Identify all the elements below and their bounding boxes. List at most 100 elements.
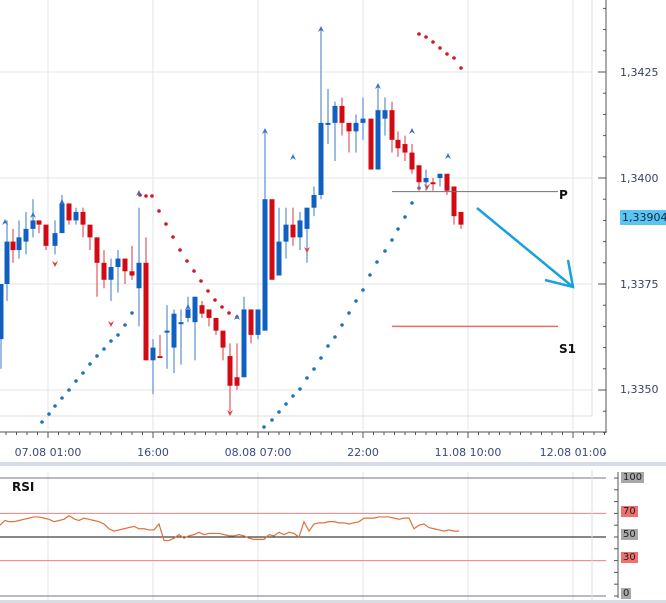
candle-body[interactable] (290, 224, 296, 238)
candle-body[interactable] (16, 237, 22, 251)
candle-body[interactable] (423, 178, 429, 183)
candle-body[interactable] (311, 194, 317, 208)
rsi-tag-50: 50 (621, 529, 638, 540)
rsi-tag-0: 0 (621, 588, 632, 599)
price-chart[interactable] (0, 0, 666, 462)
sar-dot-blue (410, 201, 414, 205)
fractal-up-icon (262, 128, 268, 134)
candle-body[interactable] (101, 262, 107, 280)
rsi-chart[interactable] (0, 466, 666, 603)
candle-body[interactable] (353, 122, 359, 132)
sar-dot-blue (326, 344, 330, 348)
fractal-up-icon (375, 83, 381, 89)
candle-body[interactable] (255, 309, 261, 335)
panel-separator[interactable] (0, 462, 666, 466)
candle-body[interactable] (451, 186, 457, 217)
candle-body[interactable] (150, 347, 156, 361)
candle-body[interactable] (178, 322, 184, 325)
candle-body[interactable] (382, 110, 388, 119)
candle-body[interactable] (220, 330, 226, 348)
fractal-down-icon (304, 247, 310, 253)
candle-body[interactable] (437, 173, 443, 178)
candle-body[interactable] (52, 233, 58, 246)
candle-body[interactable] (10, 241, 16, 251)
candle-body[interactable] (402, 144, 408, 153)
candle-body[interactable] (276, 241, 282, 276)
candle-body[interactable] (444, 173, 450, 191)
sar-dot-red (199, 279, 203, 283)
sar-dot-blue (347, 311, 351, 315)
candle-body[interactable] (157, 356, 163, 359)
candle-body[interactable] (164, 330, 170, 333)
sar-dot-red (452, 56, 456, 60)
sar-dot-blue (284, 402, 288, 406)
candle-body[interactable] (389, 110, 395, 140)
sar-dot-blue (74, 379, 78, 383)
sar-dot-red (144, 194, 148, 198)
candle-body[interactable] (30, 220, 36, 229)
sar-dot-blue (305, 376, 309, 380)
candle-body[interactable] (234, 377, 240, 386)
sar-dot-blue (130, 311, 134, 315)
candle-body[interactable] (143, 262, 149, 361)
sar-dot-red (206, 289, 210, 293)
candle-body[interactable] (304, 207, 310, 229)
candle-body[interactable] (23, 228, 29, 242)
candle-body[interactable] (269, 199, 275, 280)
sar-dot-blue (47, 412, 51, 416)
candle-body[interactable] (66, 203, 72, 221)
candle-body[interactable] (4, 241, 10, 284)
candle-body[interactable] (375, 110, 381, 170)
candle-body[interactable] (171, 313, 177, 348)
candle-body[interactable] (430, 182, 436, 185)
candle-body[interactable] (368, 118, 374, 170)
candle-body[interactable] (129, 271, 135, 276)
support1-level-label: S1 (559, 342, 576, 356)
sar-dot-blue (67, 388, 71, 392)
candle-body[interactable] (80, 211, 86, 225)
sar-dot-red (424, 35, 428, 39)
candle-body[interactable] (87, 224, 93, 238)
candle-body[interactable] (136, 262, 142, 289)
candle-body[interactable] (346, 122, 352, 132)
bottom-border (0, 600, 666, 603)
fractal-down-icon (227, 410, 233, 416)
candle-body[interactable] (94, 237, 100, 263)
sar-dot-blue (95, 354, 99, 358)
candle-body[interactable] (416, 165, 422, 183)
candle-body[interactable] (325, 122, 331, 125)
time-label-3: 08.08 07:00 (224, 446, 292, 459)
candle-body[interactable] (360, 118, 366, 123)
sar-dot-blue (270, 418, 274, 422)
candle-body[interactable] (43, 224, 49, 246)
candle-body[interactable] (36, 220, 42, 225)
candle-body[interactable] (206, 309, 212, 318)
candle-body[interactable] (395, 139, 401, 149)
candle-body[interactable] (339, 105, 345, 123)
time-label-1: 07.08 01:00 (14, 446, 82, 459)
candle-body[interactable] (262, 199, 268, 331)
candle-body[interactable] (115, 258, 121, 268)
candle-body[interactable] (248, 309, 254, 335)
candle-body[interactable] (185, 309, 191, 318)
candle-body[interactable] (241, 309, 247, 378)
candle-body[interactable] (297, 220, 303, 238)
sar-dot-red (164, 222, 168, 226)
candle-body[interactable] (213, 317, 219, 331)
candle-body[interactable] (108, 267, 114, 280)
candle-body[interactable] (318, 122, 324, 195)
candle-body[interactable] (283, 224, 289, 242)
candle-body[interactable] (0, 284, 4, 340)
candle-body[interactable] (73, 211, 79, 221)
candle-body[interactable] (227, 356, 233, 386)
fractal-up-icon (2, 219, 8, 225)
sar-dot-blue (390, 238, 394, 242)
sar-dot-blue (102, 347, 106, 351)
candle-body[interactable] (332, 105, 338, 123)
candle-body[interactable] (122, 258, 128, 272)
candle-body[interactable] (199, 305, 205, 314)
candle-body[interactable] (59, 203, 65, 234)
candle-body[interactable] (409, 152, 415, 170)
candle-body[interactable] (192, 296, 198, 323)
candle-body[interactable] (458, 211, 464, 225)
